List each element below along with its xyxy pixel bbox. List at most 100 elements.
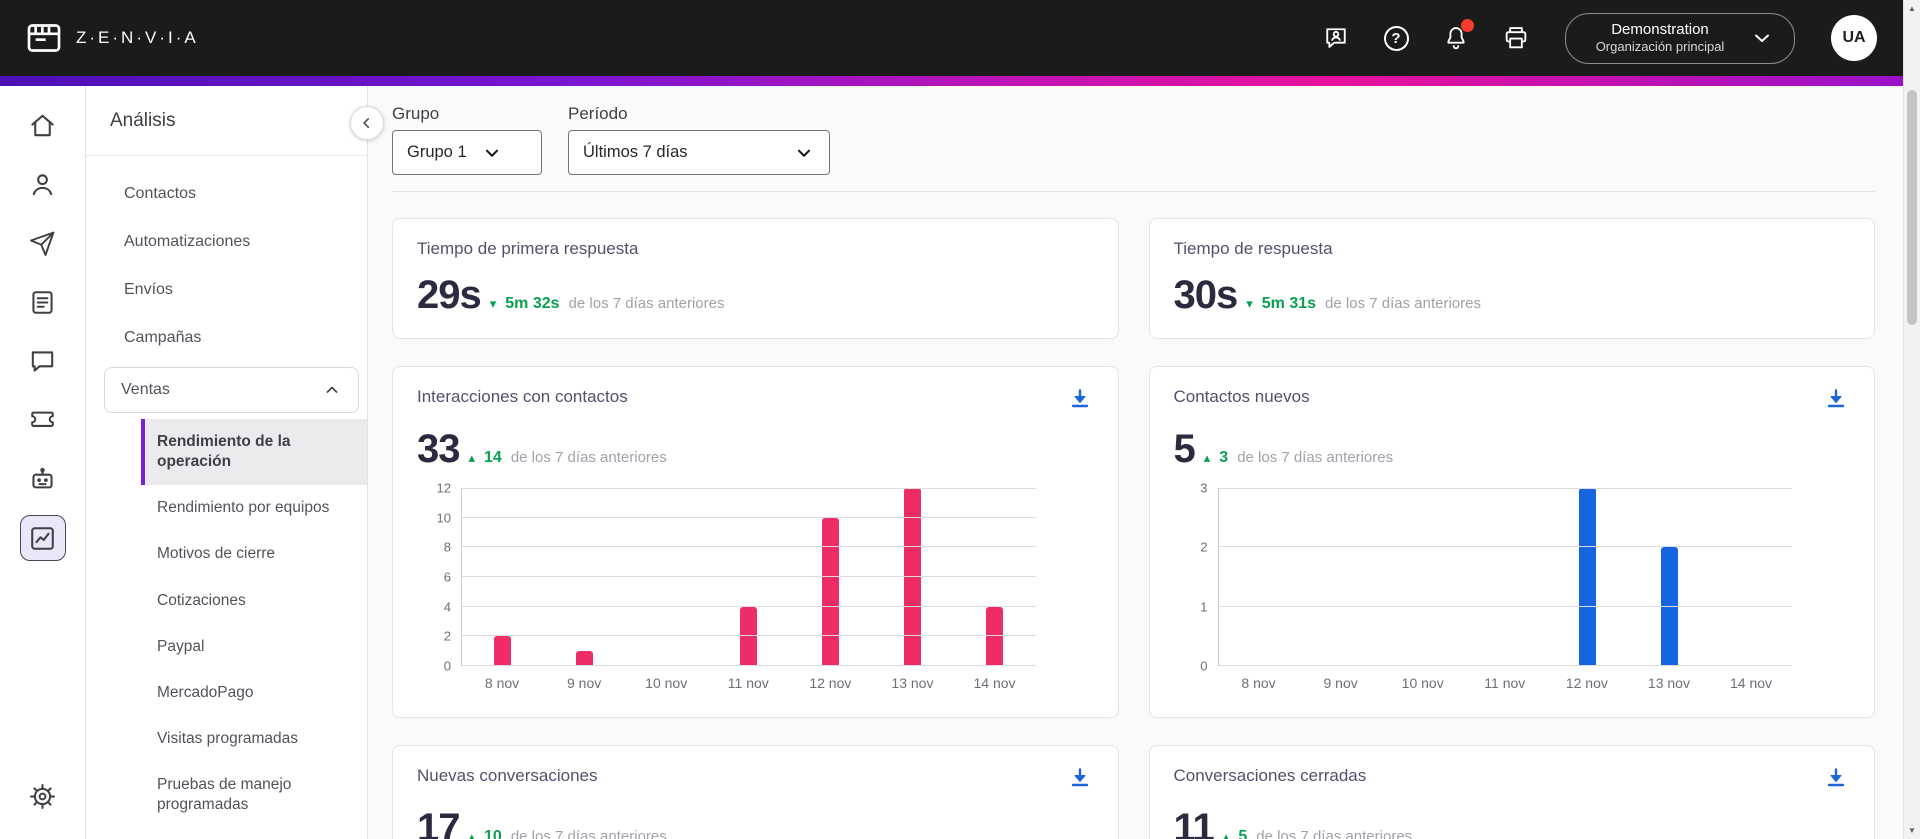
gridline xyxy=(1218,488,1792,489)
bar-13 nov xyxy=(904,488,922,666)
sidebar-subitem-motivos-cierre[interactable]: Motivos de cierre xyxy=(157,545,276,563)
sidebar-header: Análisis xyxy=(86,86,367,156)
sidebar-subitem-pruebas-manejo[interactable]: Pruebas de manejo programadas xyxy=(157,776,292,814)
trend-up-icon: ▴ xyxy=(1203,450,1211,465)
card-title: Contactos nuevos xyxy=(1173,387,1310,406)
sidebar-subitem-cotizaciones[interactable]: Cotizaciones xyxy=(157,591,246,609)
y-tick-label: 0 xyxy=(1200,658,1208,674)
metric-delta: 5m 32s xyxy=(505,295,560,312)
gridline xyxy=(462,665,1036,666)
bot-icon[interactable] xyxy=(20,456,66,502)
x-tick-label: 8 nov xyxy=(1241,675,1276,691)
y-tick-label: 8 xyxy=(443,539,451,555)
metric-compare-text: de los 7 días anteriores xyxy=(1237,449,1394,466)
conversations-icon[interactable] xyxy=(1321,23,1351,53)
help-icon[interactable]: ? xyxy=(1381,23,1411,53)
card-title: Nuevas conversaciones xyxy=(417,766,598,785)
user-avatar[interactable]: UA xyxy=(1831,15,1877,61)
send-icon[interactable] xyxy=(20,220,66,266)
bar-slot xyxy=(544,488,626,666)
gradient-accent-bar xyxy=(0,76,1903,86)
download-icon[interactable] xyxy=(1068,766,1094,792)
sidebar-item-campanas[interactable]: Campañas xyxy=(124,329,202,346)
sidebar-collapse-button[interactable] xyxy=(350,106,384,140)
chart-x-axis: 8 nov 9 nov 10 nov 11 nov 12 nov 13 nov 14 nov xyxy=(1218,675,1793,691)
metric-value: 17 xyxy=(417,806,460,839)
topbar-actions: ? Demonstration Organización xyxy=(1321,12,1877,64)
bar-slot xyxy=(872,488,954,666)
x-tick-label: 9 nov xyxy=(1323,675,1358,691)
gridline xyxy=(1218,605,1792,607)
bar-slot xyxy=(1628,488,1710,666)
download-icon[interactable] xyxy=(1068,387,1094,413)
metric-value: 11 xyxy=(1173,806,1215,839)
zenvia-logo[interactable]: Z·E·N·V·I·A xyxy=(24,18,199,58)
y-tick-label: 0 xyxy=(443,658,451,674)
gridline xyxy=(462,605,1036,607)
x-tick-label: 11 nov xyxy=(1484,675,1526,691)
sidebar-item-ventas[interactable]: Ventas xyxy=(104,367,359,413)
chevron-up-icon xyxy=(326,386,338,393)
group-filter: Grupo Grupo 1 xyxy=(392,104,542,175)
gridline xyxy=(462,546,1036,548)
x-tick-label: 12 nov xyxy=(1565,675,1608,691)
metric-value: 5 xyxy=(1173,427,1196,471)
sidebar-item-contactos[interactable]: Contactos xyxy=(124,185,197,202)
card-contact-interactions: Interacciones con contactos 33 ▴ 14 de l… xyxy=(392,366,1119,718)
x-tick-label: 14 nov xyxy=(1729,675,1773,691)
interactions-bar-chart: 0 2 4 6 8 10 12 8 nov 9 nov 10 nov 11 nov 12 nov 13… xyxy=(423,482,1036,691)
bar-12 nov xyxy=(1578,488,1596,666)
period-filter-select[interactable]: Últimos 7 días xyxy=(568,130,830,175)
organization-selector[interactable]: Demonstration Organización principal xyxy=(1565,12,1795,64)
analytics-chart-icon[interactable] xyxy=(19,515,66,561)
group-filter-label: Grupo xyxy=(392,104,440,123)
chevron-down-icon xyxy=(797,149,811,157)
main-content: Grupo Grupo 1 Período Últimos 7 días xyxy=(368,86,1903,839)
window-scrollbar[interactable]: ▲ ▼ xyxy=(1903,0,1920,839)
metric-delta: 14 xyxy=(484,449,502,466)
new-contacts-bar-chart: 0 1 2 3 8 nov 9 nov 10 nov 11 nov 12 nov 13 nov 1… xyxy=(1180,482,1793,691)
card-first-response-time: Tiempo de primera respuesta 29s ▾ 5m 32s… xyxy=(392,218,1119,339)
sidebar-item-automatizaciones[interactable]: Automatizaciones xyxy=(124,233,251,250)
metric-value: 33 xyxy=(417,427,460,471)
bar-9 nov xyxy=(576,651,594,666)
chat-bubble-icon[interactable] xyxy=(20,338,66,384)
scrollbar-thumb[interactable] xyxy=(1907,90,1917,325)
ticket-icon[interactable] xyxy=(20,397,66,443)
ventas-label: Ventas xyxy=(121,381,170,398)
metric-delta: 10 xyxy=(484,828,502,839)
reports-document-icon[interactable] xyxy=(20,279,66,325)
printer-icon[interactable] xyxy=(1501,23,1531,53)
group-filter-select[interactable]: Grupo 1 xyxy=(392,130,542,175)
download-icon[interactable] xyxy=(1824,387,1850,413)
sidebar-subitem-paypal[interactable]: Paypal xyxy=(157,637,205,655)
sidebar-subitem-rendimiento-equipos[interactable]: Rendimiento por equipos xyxy=(157,499,330,517)
metric-compare-text: de los 7 días anteriores xyxy=(568,295,725,312)
metric-delta: 5 xyxy=(1238,828,1248,839)
x-tick-label: 9 nov xyxy=(566,675,602,691)
x-tick-label: 10 nov xyxy=(645,675,688,691)
gridline xyxy=(462,488,1036,489)
organization-subtitle: Organización principal xyxy=(1595,39,1725,55)
scrollbar-down-arrow[interactable]: ▼ xyxy=(1908,826,1916,835)
ventas-subnav: Rendimiento de la operación Rendimiento … xyxy=(86,419,367,828)
bar-8 nov xyxy=(494,636,512,666)
settings-gear-icon[interactable] xyxy=(20,773,66,819)
x-tick-label: 10 nov xyxy=(1401,675,1444,691)
card-closed-conversations: Conversaciones cerradas 11 ▴ 5 de los 7 … xyxy=(1148,745,1875,839)
download-icon[interactable] xyxy=(1824,766,1850,792)
home-icon[interactable] xyxy=(20,102,66,148)
sidebar-subitem-rendimiento-operacion[interactable]: Rendimiento de la operación xyxy=(141,419,367,486)
period-filter: Período Últimos 7 días xyxy=(568,104,830,175)
contacts-person-icon[interactable] xyxy=(20,161,66,207)
x-tick-label: 14 nov xyxy=(973,675,1016,691)
scrollbar-up-arrow[interactable]: ▲ xyxy=(1908,4,1916,13)
notification-badge xyxy=(1461,19,1474,32)
sidebar-subitem-visitas-programadas[interactable]: Visitas programadas xyxy=(157,729,299,747)
sidebar-item-envios[interactable]: Envíos xyxy=(124,281,173,298)
card-title: Interacciones con contactos xyxy=(417,387,628,406)
sidebar-subitem-mercadopago[interactable]: MercadoPago xyxy=(157,683,254,701)
chart-y-axis: 0 1 2 3 xyxy=(1180,482,1218,673)
notifications-bell-icon[interactable] xyxy=(1441,19,1474,53)
